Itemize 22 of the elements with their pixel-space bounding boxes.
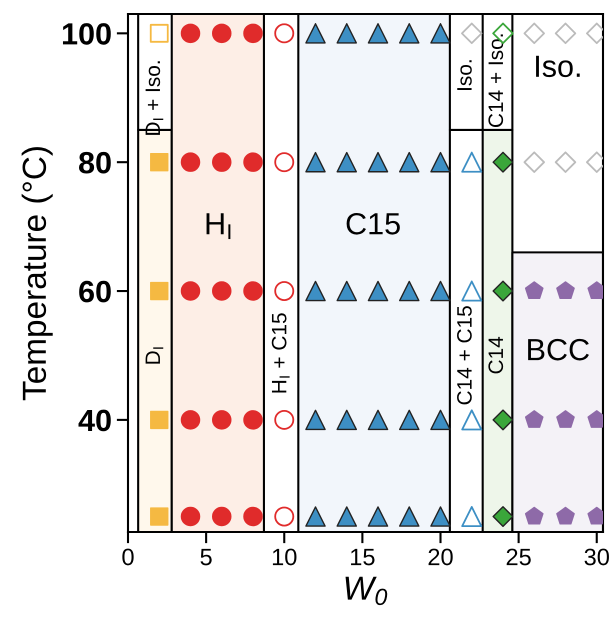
x-tick-label: 10 <box>272 548 296 566</box>
x-tick-label: 20 <box>428 548 453 566</box>
y-tick-label: 100 <box>62 23 111 45</box>
y-axis-title: Temperature (°C) <box>22 147 53 400</box>
x-tick-label: 30 <box>584 548 609 566</box>
annotation: C14 + C15 <box>457 306 472 404</box>
annotation: Iso. <box>536 56 580 78</box>
annotation: C14 <box>488 336 504 374</box>
annotation: C15 <box>346 212 400 235</box>
annotation: H$_{I}$ <box>206 213 230 240</box>
x-tick-label: 15 <box>351 548 375 566</box>
annotation: D$_{I}$ <box>146 347 164 364</box>
x-axis-title: W$_{0}$ <box>346 576 388 606</box>
x-tick-label: 25 <box>506 548 531 566</box>
annotation: H$_{I}$ + C15 <box>272 313 290 393</box>
x-tick-label: 5 <box>200 548 212 566</box>
y-tick-label: 40 <box>78 410 111 432</box>
x-tick-label: 0 <box>122 548 134 566</box>
annotation: BCC <box>528 338 589 360</box>
y-tick-label: 80 <box>79 152 111 174</box>
annotation: Iso. <box>457 60 472 90</box>
y-tick-label: 60 <box>79 280 111 302</box>
